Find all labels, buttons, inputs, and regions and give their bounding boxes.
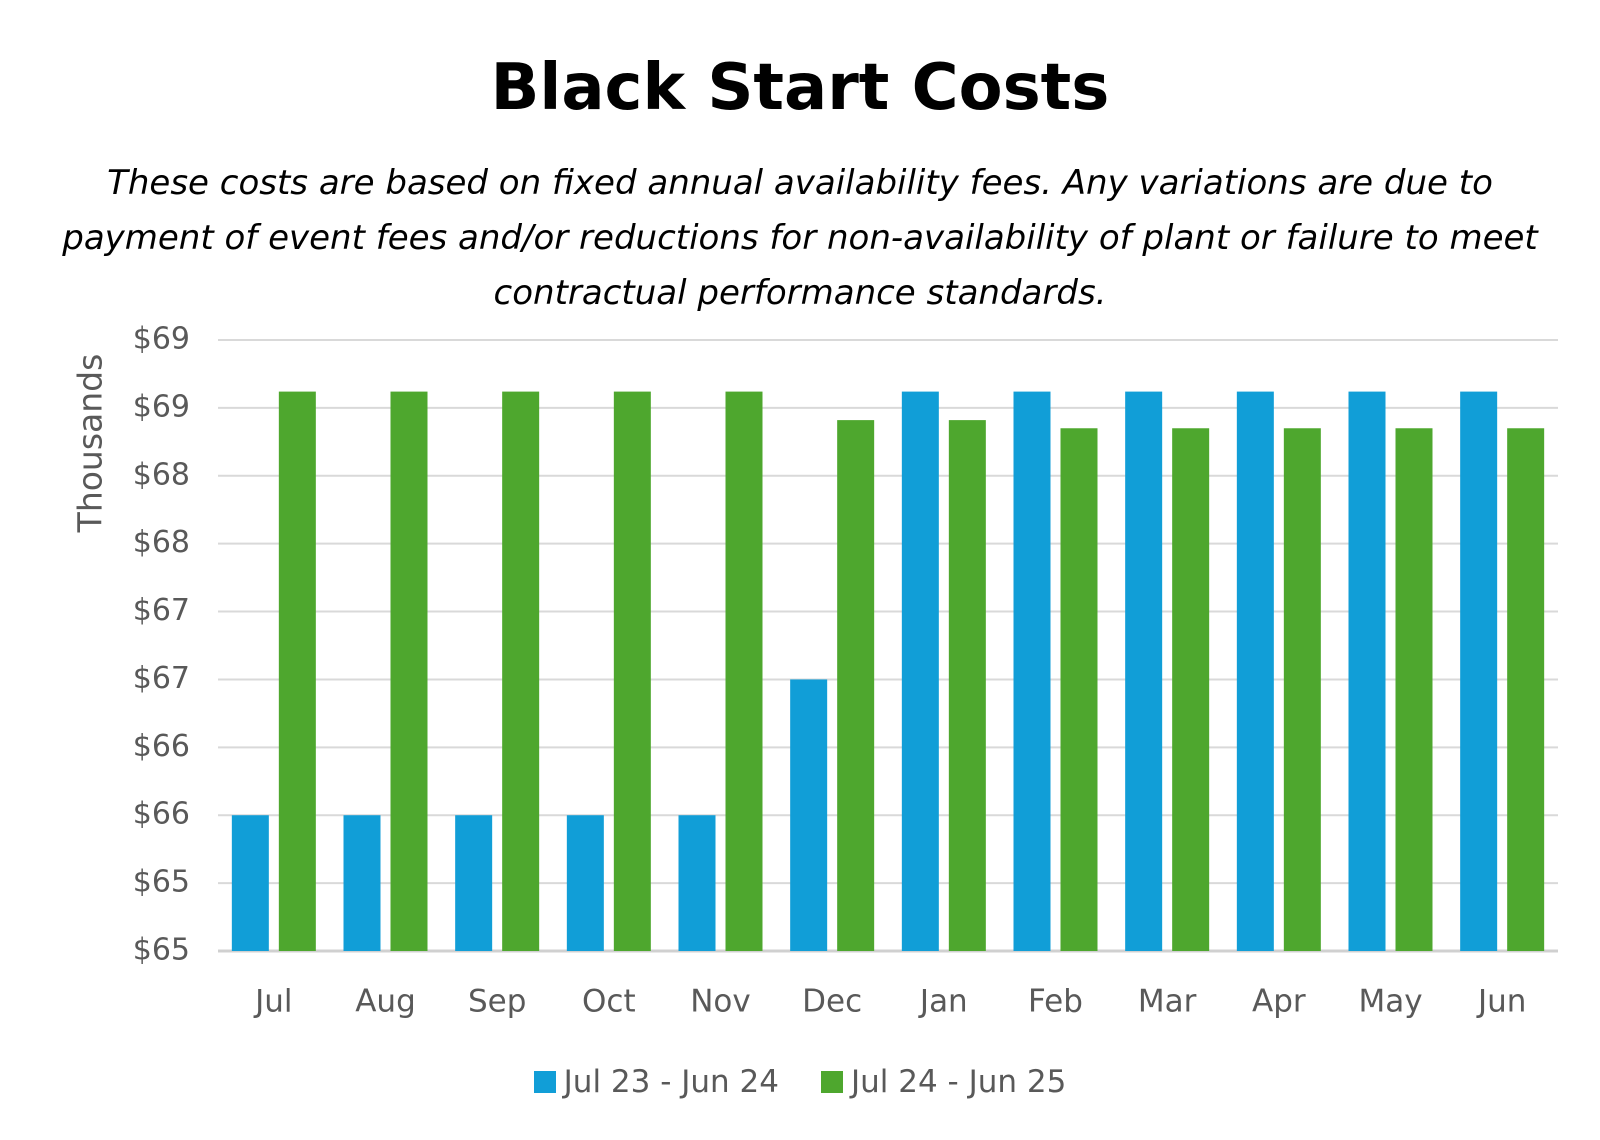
x-tick-label: Feb [1028, 984, 1083, 1020]
x-tick-label: Mar [1138, 984, 1197, 1020]
legend-label-series-1: Jul 23 - Jun 24 [563, 1064, 779, 1100]
y-tick-label: $66 [133, 729, 190, 764]
legend-swatch-series-2 [821, 1071, 843, 1093]
x-tick-label: May [1358, 984, 1422, 1020]
bar-series-2-jan [948, 420, 986, 951]
y-tick-label: $67 [133, 661, 190, 696]
legend: Jul 23 - Jun 24 Jul 24 - Jun 25 [0, 1060, 1600, 1104]
chart-title: Black Start Costs [490, 51, 1110, 125]
bar-series-1-sep [455, 815, 493, 951]
x-tick-label: Oct [582, 984, 636, 1020]
legend-item-series-2: Jul 24 - Jun 25 [821, 1064, 1066, 1100]
gridlines [218, 339, 1558, 953]
x-tick-label: Sep [468, 984, 526, 1020]
bar-series-2-oct [613, 391, 651, 951]
bar-series-1-jun [1460, 391, 1498, 951]
y-tick-label: $68 [133, 457, 190, 492]
x-tick-label: Dec [802, 984, 862, 1020]
bar-series-1-jul [231, 815, 269, 951]
y-tick-label: $66 [133, 797, 190, 832]
bar-series-1-mar [1125, 391, 1163, 951]
bar-series-2-mar [1172, 428, 1210, 951]
y-tick-label: $65 [133, 933, 190, 968]
bar-series-1-feb [1013, 391, 1051, 951]
bar-series-2-aug [390, 391, 428, 951]
bar-series-1-apr [1236, 391, 1274, 951]
bar-series-2-jun [1507, 428, 1545, 951]
y-tick-label: $69 [133, 322, 190, 357]
bar-series-2-nov [725, 391, 763, 951]
bar-series-2-feb [1060, 428, 1098, 951]
x-tick-label: Jul [253, 984, 292, 1020]
y-tick-label: $67 [133, 593, 190, 628]
legend-label-series-2: Jul 24 - Jun 25 [851, 1064, 1067, 1100]
bar-series-2-apr [1283, 428, 1321, 951]
bar-series-1-dec [790, 679, 828, 951]
legend-item-series-1: Jul 23 - Jun 24 [533, 1064, 779, 1100]
x-tick-label: Apr [1252, 984, 1306, 1020]
x-tick-label: Jan [918, 984, 968, 1020]
bar-series-1-oct [566, 815, 604, 951]
bar-series-1-jan [901, 391, 939, 951]
legend-swatch-series-1 [533, 1071, 556, 1093]
y-tick-label: $69 [133, 389, 190, 424]
y-axis-title: Thousands [71, 354, 110, 534]
bar-series-2-may [1395, 428, 1433, 951]
x-tick-label: Nov [690, 984, 751, 1020]
bar-series-1-aug [343, 815, 381, 951]
bar-series-2-jul [278, 391, 316, 951]
axes: $65 $65 $66 $66 $67 $67 $68 $68 $69 $69 Jul Aug Sep O… [133, 322, 1527, 1020]
bar-series-2-dec [837, 420, 875, 951]
bar-series-1-may [1348, 391, 1386, 951]
bars [231, 391, 1545, 951]
chart-subtitle: These costs are based on fixed annual av… [62, 163, 1538, 313]
x-tick-label: Jun [1476, 984, 1526, 1020]
bar-series-1-nov [678, 815, 716, 951]
y-tick-label: $68 [133, 525, 190, 560]
bar-series-2-sep [502, 391, 540, 951]
x-tick-label: Aug [355, 984, 416, 1020]
y-tick-label: $65 [133, 865, 190, 900]
